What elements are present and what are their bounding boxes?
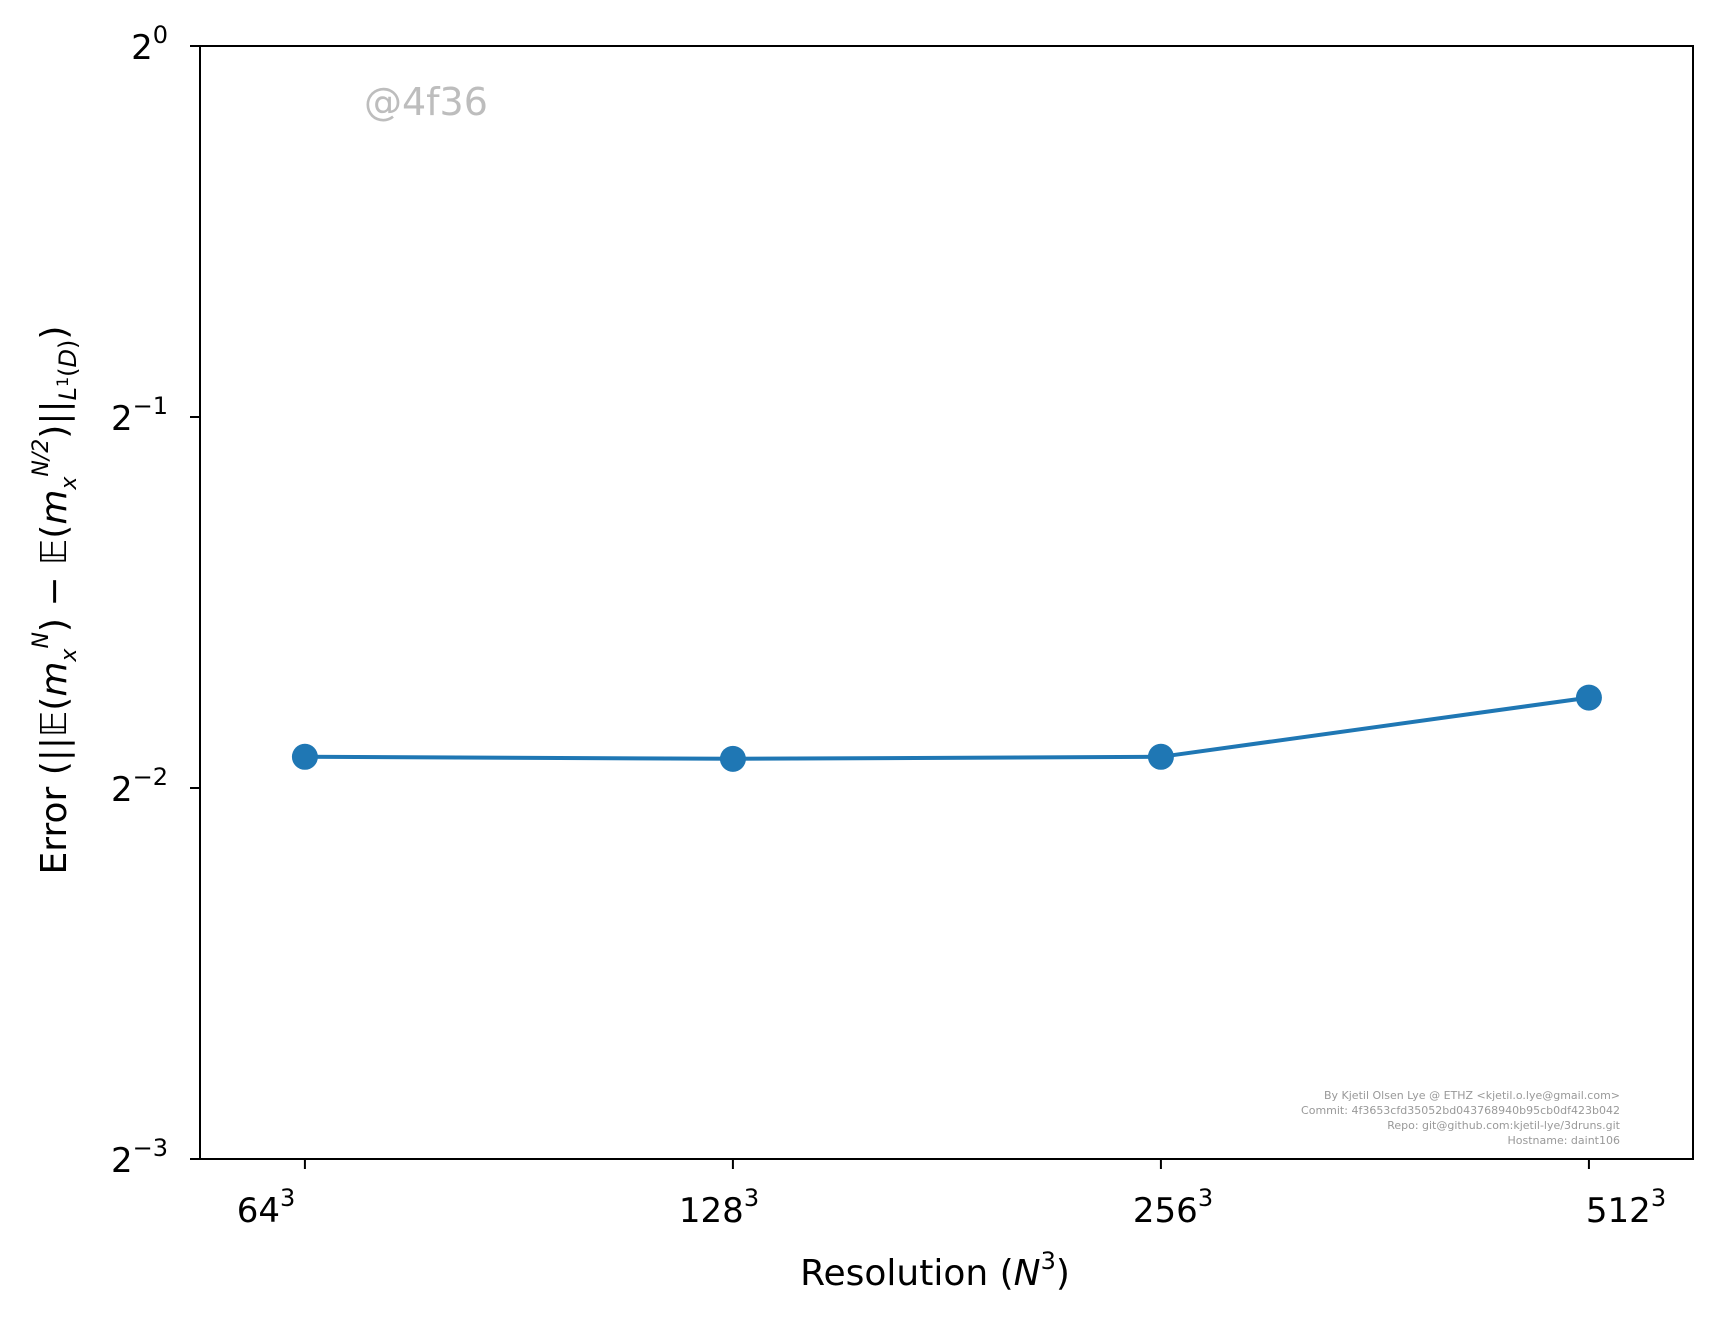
footer-line: Commit: 4f3653cfd35052bd043768940b95cb0d… [1301, 1104, 1620, 1117]
data-point [1575, 684, 1602, 711]
series-line [304, 695, 1590, 761]
plot-frame [199, 45, 1694, 1160]
footer-line: Repo: git@github.com:kjetil-lye/3druns.g… [1387, 1119, 1620, 1132]
watermark: @4f36 [364, 80, 488, 124]
x-axis-label: Resolution (N3) [800, 1247, 1070, 1294]
y-axis-label: Error (||𝔼(mxN) − 𝔼(mxN/2)||L1(D)) [29, 326, 82, 875]
footer-attribution: By Kjetil Olsen Lye @ ETHZ <kjetil.o.lye… [1301, 1089, 1621, 1147]
data-point [291, 743, 318, 770]
data-point [719, 745, 746, 772]
footer-line: Hostname: daint106 [1507, 1134, 1620, 1147]
plot-layer [190, 45, 1694, 1169]
data-point [1147, 743, 1174, 770]
footer-line: By Kjetil Olsen Lye @ ETHZ <kjetil.o.lye… [1324, 1089, 1620, 1102]
